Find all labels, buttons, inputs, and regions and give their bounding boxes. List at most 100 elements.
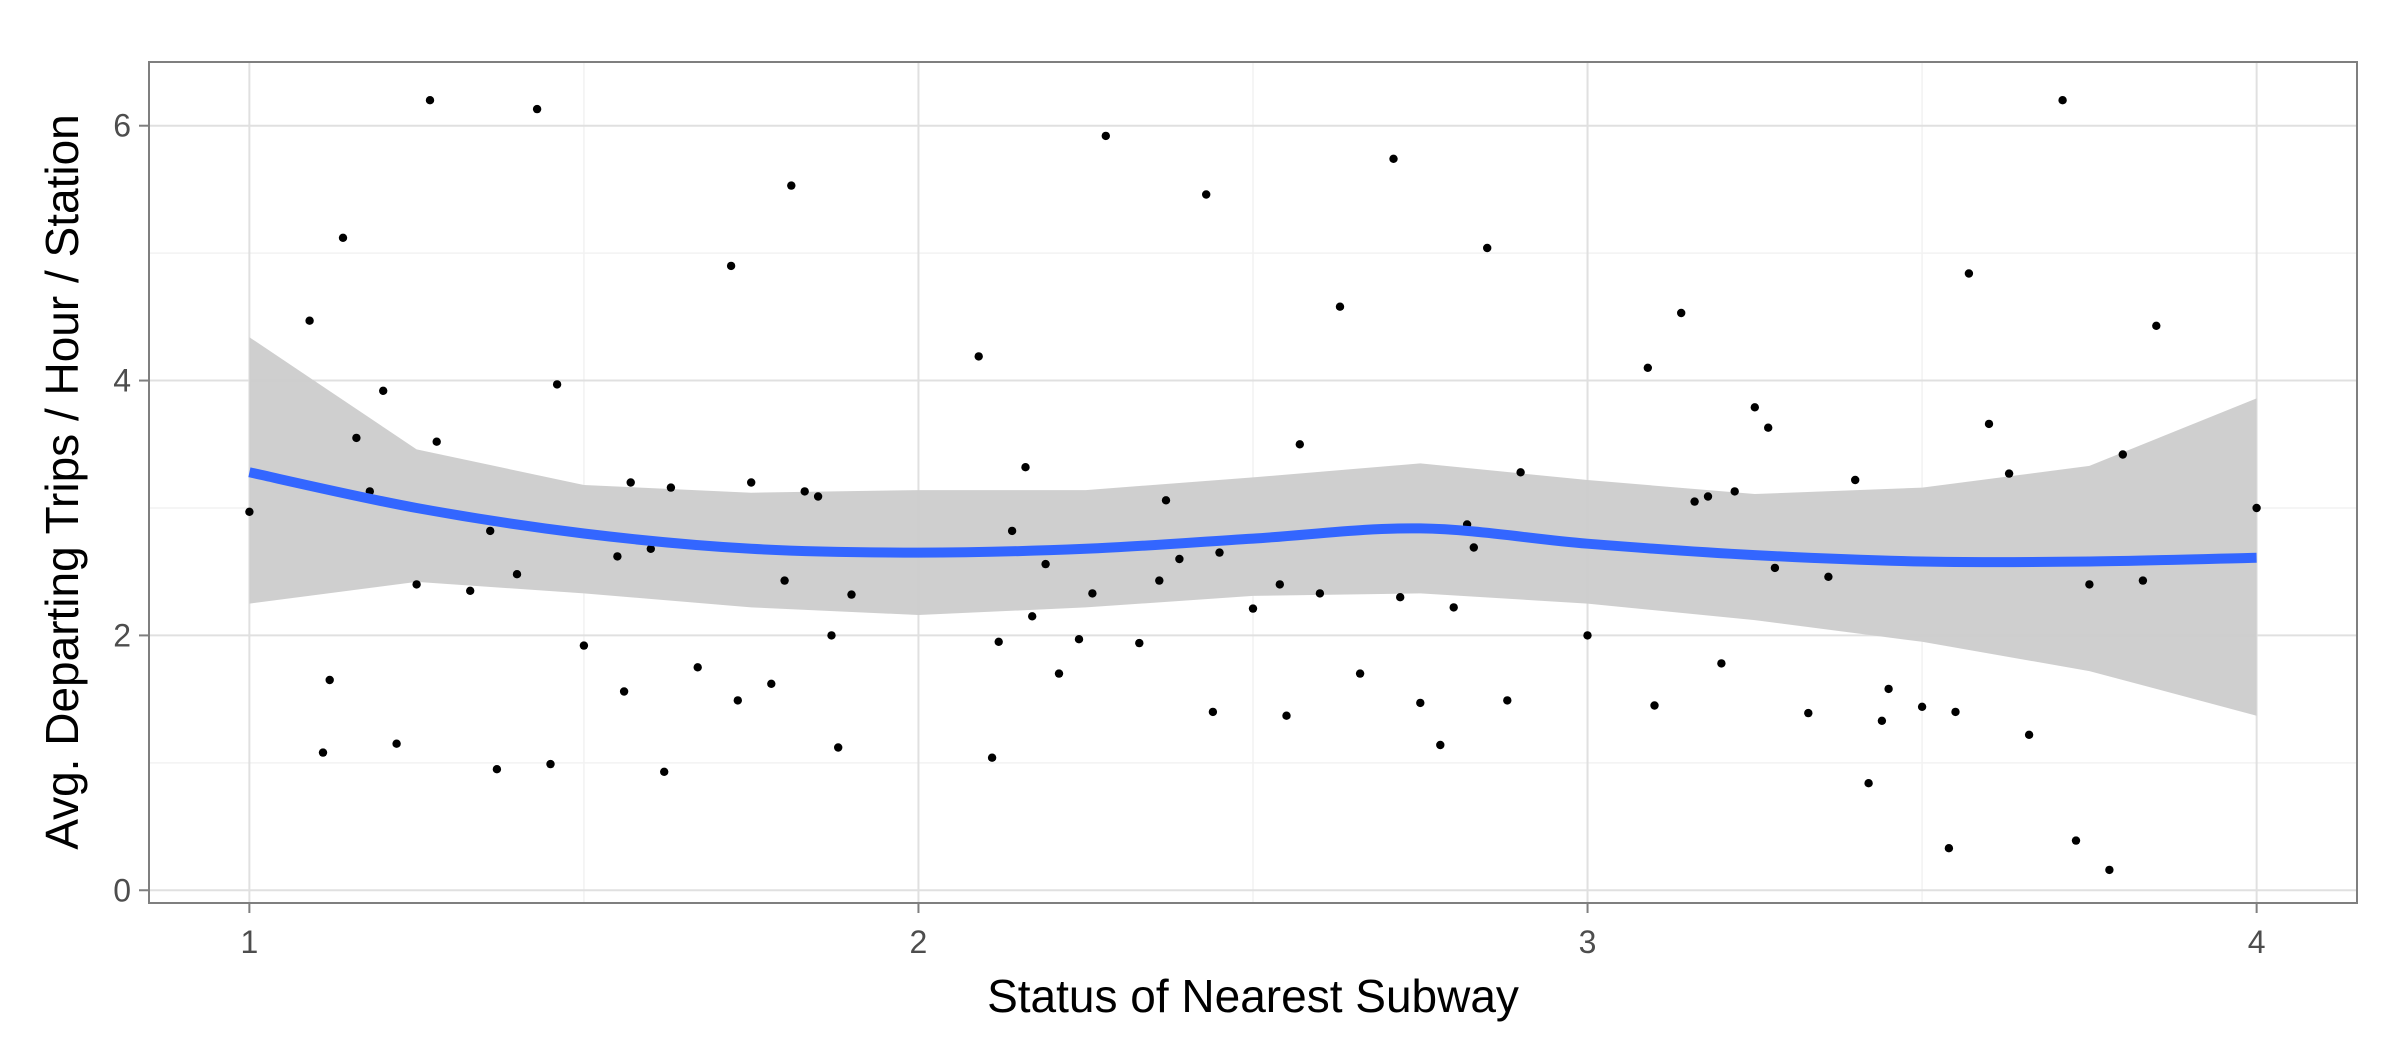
data-point bbox=[733, 696, 742, 705]
data-point bbox=[1730, 487, 1739, 496]
data-point bbox=[1650, 701, 1659, 710]
data-point bbox=[432, 437, 441, 446]
data-point bbox=[1884, 684, 1893, 694]
data-point bbox=[1175, 554, 1184, 564]
data-point bbox=[1135, 638, 1144, 648]
data-point bbox=[392, 739, 401, 748]
axis-tick-labels: 1 2 3 4 0 2 4 6 bbox=[113, 108, 2265, 960]
data-point bbox=[1503, 696, 1512, 705]
data-point bbox=[1416, 698, 1425, 708]
data-point bbox=[2252, 503, 2261, 513]
x-tick-label: 3 bbox=[1579, 924, 1597, 960]
data-point bbox=[2071, 836, 2081, 845]
data-point bbox=[1964, 269, 1974, 278]
data-point bbox=[1101, 131, 1111, 141]
data-point bbox=[379, 386, 388, 395]
data-point bbox=[512, 570, 522, 579]
data-point bbox=[1951, 707, 1960, 717]
data-point bbox=[1295, 440, 1305, 449]
x-tick-label: 4 bbox=[2248, 924, 2266, 960]
data-point bbox=[646, 544, 655, 553]
data-point bbox=[1208, 707, 1218, 717]
data-point bbox=[1396, 593, 1405, 602]
data-point bbox=[1717, 659, 1726, 668]
data-point bbox=[660, 767, 669, 776]
data-point bbox=[1202, 190, 1211, 199]
data-point bbox=[532, 104, 542, 114]
data-point bbox=[1516, 468, 1525, 477]
data-point bbox=[1690, 497, 1699, 506]
grid-lines bbox=[149, 62, 2357, 903]
data-point bbox=[834, 743, 843, 752]
data-point bbox=[1315, 589, 1325, 598]
data-point bbox=[1703, 492, 1713, 501]
data-point bbox=[693, 663, 702, 672]
data-point bbox=[2085, 580, 2094, 589]
data-point bbox=[1335, 302, 1345, 311]
data-point bbox=[1770, 563, 1780, 573]
data-point bbox=[1677, 308, 1686, 318]
data-point bbox=[2004, 469, 2014, 478]
data-point bbox=[1643, 363, 1653, 372]
y-axis-title: Avg. Departing Trips / Hour / Station bbox=[36, 114, 88, 850]
data-point bbox=[1917, 702, 1927, 711]
data-point bbox=[425, 96, 435, 105]
data-point bbox=[1054, 669, 1064, 678]
data-point bbox=[1028, 612, 1037, 621]
data-point bbox=[987, 753, 997, 762]
data-point bbox=[1750, 403, 1760, 412]
data-point bbox=[813, 492, 823, 501]
data-point bbox=[666, 483, 676, 492]
data-point bbox=[1804, 708, 1813, 718]
data-point bbox=[2118, 450, 2127, 459]
data-point bbox=[613, 552, 622, 561]
panel-border bbox=[148, 61, 2358, 904]
data-point bbox=[1864, 779, 1873, 788]
data-point bbox=[1389, 154, 1398, 163]
data-point bbox=[2152, 321, 2161, 330]
data-point bbox=[245, 507, 254, 516]
data-point bbox=[1021, 463, 1030, 472]
data-point bbox=[767, 679, 776, 688]
confidence-band bbox=[249, 337, 2257, 716]
data-point bbox=[1824, 572, 1833, 581]
data-point bbox=[1074, 635, 1084, 644]
data-point bbox=[619, 687, 629, 696]
data-point bbox=[787, 181, 796, 190]
data-point bbox=[486, 526, 495, 536]
y-tick-label: 2 bbox=[113, 617, 131, 653]
data-point bbox=[747, 478, 756, 487]
data-point bbox=[338, 233, 348, 242]
data-point bbox=[412, 580, 421, 589]
data-point bbox=[466, 586, 475, 595]
data-point bbox=[827, 631, 836, 640]
data-point bbox=[626, 478, 635, 487]
data-point bbox=[1248, 604, 1258, 613]
data-point bbox=[1436, 740, 1445, 750]
x-axis-title: Status of Nearest Subway bbox=[987, 970, 1519, 1022]
y-tick-label: 6 bbox=[113, 108, 131, 144]
x-tick-label: 1 bbox=[240, 924, 258, 960]
data-point bbox=[352, 433, 361, 443]
data-point bbox=[1984, 419, 1994, 429]
data-point bbox=[1583, 631, 1592, 640]
data-point bbox=[726, 261, 736, 271]
data-point bbox=[1355, 669, 1365, 678]
x-tick-label: 2 bbox=[910, 924, 928, 960]
data-point bbox=[552, 380, 562, 389]
data-point bbox=[2024, 730, 2034, 739]
data-point bbox=[2105, 865, 2114, 875]
smooth-trend-line bbox=[248, 467, 2257, 568]
data-point bbox=[1088, 589, 1097, 598]
data-point bbox=[2138, 576, 2148, 585]
data-point bbox=[1161, 496, 1171, 505]
data-point bbox=[974, 352, 983, 361]
data-point bbox=[1764, 423, 1773, 432]
data-point bbox=[579, 641, 589, 650]
y-tick-label: 0 bbox=[113, 872, 131, 908]
data-point bbox=[546, 759, 555, 769]
data-point bbox=[1041, 559, 1050, 569]
data-point bbox=[1449, 603, 1458, 612]
data-point bbox=[780, 576, 789, 585]
